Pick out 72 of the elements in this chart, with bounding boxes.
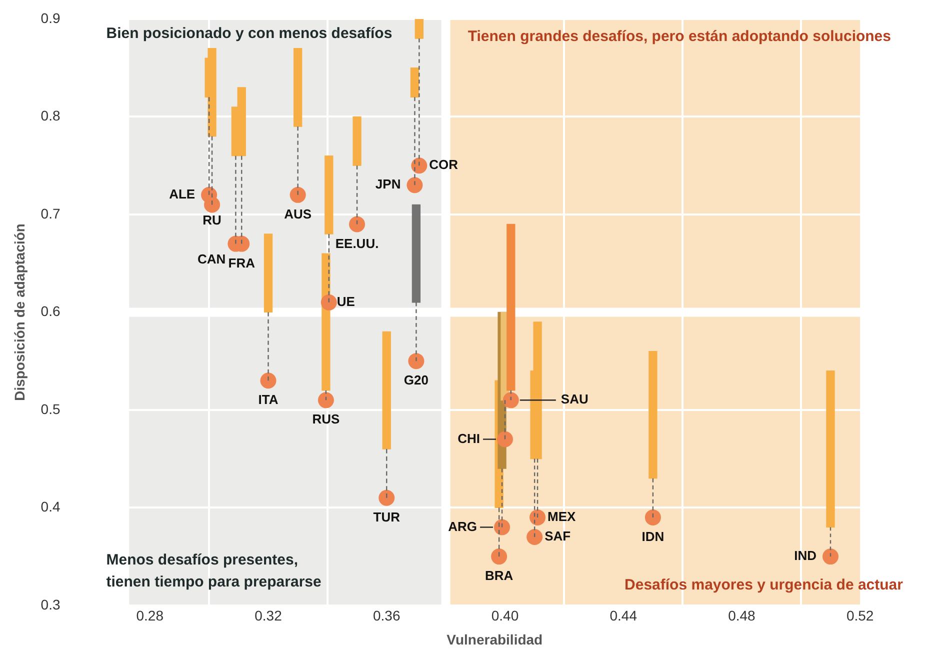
bar [324,155,334,234]
x-tick-label: 0.32 [254,608,282,624]
bar [410,68,420,98]
x-tick-label: 0.36 [372,608,400,624]
y-tick-label: 0.8 [40,108,60,124]
x-tick-label: 0.40 [491,608,519,624]
annotation: FRA [228,255,256,270]
annotation: BRA [484,568,514,584]
annotation: IDN [642,529,664,544]
y-tick-label: 0.3 [40,596,60,612]
x-tick-label: 0.44 [610,608,638,624]
annotation: RU [202,212,222,228]
y-tick-label: 0.9 [40,10,60,26]
y-tick-label: 0.6 [40,303,60,320]
point [349,216,366,232]
x-tick-label: 0.48 [728,608,756,624]
point [260,372,276,389]
annotation: EE.UU. [335,236,379,251]
annotation: Desafíos mayores y urgencia de actuar [624,576,904,594]
annotation: G20 [404,372,428,388]
bar [208,48,216,137]
annotation: ITA [258,392,279,408]
point [496,431,513,448]
bar [648,350,658,479]
bar [412,204,421,303]
point [644,509,661,526]
y-tick-label: 0.5 [40,400,60,417]
annotation: MEX [548,509,576,524]
annotation: COR [429,157,459,172]
bar [382,331,391,450]
point [290,186,306,203]
x-tick-label: 0.52 [846,608,874,624]
bar [533,322,542,460]
y-tick-label: 0.7 [40,205,60,222]
point [378,490,395,506]
annotation: JPN [375,176,401,192]
point [411,158,428,174]
point [408,353,424,370]
annotation: CHI [458,430,480,446]
point [530,509,546,526]
annotation: ALE [169,186,196,202]
annotation: UE [336,294,356,310]
annotation: IND [794,548,816,564]
point [502,392,519,408]
bar [506,224,516,391]
annotation: RUS [312,412,340,427]
point [318,392,334,408]
annotation: Bien posicionado y con menos desafíos [106,25,392,42]
x-axis-title: Vulnerabilidad [446,631,543,648]
x-tick-label: 0.28 [136,608,164,624]
point [526,528,543,545]
annotation: SAU [560,392,588,407]
bar [826,370,835,528]
annotation: Tienen grandes desafíos, pero están adoptando soluciones [468,28,891,46]
annotation: TUR [373,509,401,524]
y-tick-label: 0.4 [40,498,60,515]
y-axis-title: Disposición de adaptación [11,224,28,401]
point [491,548,508,565]
point [406,177,423,194]
annotation: AUS [284,206,312,222]
annotation: Menos desafíos presentes, tienen tiempo para prepararse [106,552,322,591]
point [822,548,838,565]
point [494,519,510,536]
bar [294,48,302,127]
annotation: SAF [544,528,571,544]
bar [352,116,362,166]
bar [414,19,424,39]
annotation: ARG [448,518,478,534]
bar [264,234,273,313]
point [204,196,220,213]
annotation: CAN [198,251,226,266]
point [320,294,337,310]
